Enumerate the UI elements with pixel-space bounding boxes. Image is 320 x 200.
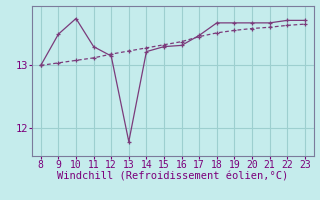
X-axis label: Windchill (Refroidissement éolien,°C): Windchill (Refroidissement éolien,°C): [57, 172, 288, 182]
